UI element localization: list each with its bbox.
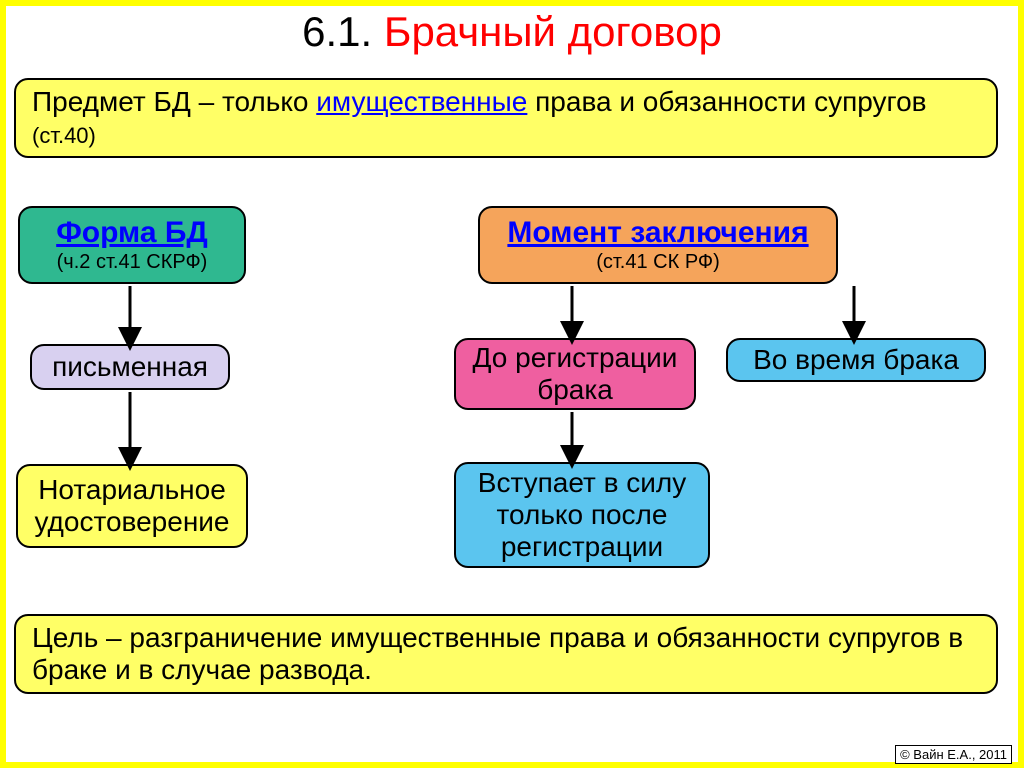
pismen-text: письменная <box>52 351 208 383</box>
vo-vremya-text: Во время брака <box>753 344 959 376</box>
goal-box: Цель – разграничение имущественные права… <box>14 614 998 694</box>
forma-title: Форма БД <box>56 216 208 251</box>
node-vo-vremya-braka: Во время брака <box>726 338 986 382</box>
do-reg-text: До регистрации брака <box>466 342 684 406</box>
goal-text: Цель – разграничение имущественные права… <box>32 622 980 686</box>
moment-title: Момент заключения <box>507 216 808 251</box>
subject-box: Предмет БД – только имущественные права … <box>14 78 998 158</box>
node-moment: Момент заключения (ст.41 СК РФ) <box>478 206 838 284</box>
node-pismennaya: письменная <box>30 344 230 390</box>
node-vstupaet-v-silu: Вступает в силу только после регистрации <box>454 462 710 568</box>
title-number: 6.1. <box>302 8 372 55</box>
forma-sub: (ч.2 ст.41 СКРФ) <box>57 251 208 274</box>
vstupaet-text: Вступает в силу только после регистрации <box>466 467 698 564</box>
copyright-label: © Вайн Е.А., 2011 <box>895 745 1012 764</box>
node-do-registracii: До регистрации брака <box>454 338 696 410</box>
slide-title: 6.1. Брачный договор <box>0 8 1024 56</box>
node-forma-bd: Форма БД (ч.2 ст.41 СКРФ) <box>18 206 246 284</box>
subject-highlight: имущественные <box>316 86 527 117</box>
node-notarialnoe: Нотариальное удостоверение <box>16 464 248 548</box>
notar-text: Нотариальное удостоверение <box>28 474 236 538</box>
moment-sub: (ст.41 СК РФ) <box>596 251 720 274</box>
subject-text: Предмет БД – только имущественные права … <box>32 86 980 150</box>
title-text: Брачный договор <box>384 8 722 55</box>
